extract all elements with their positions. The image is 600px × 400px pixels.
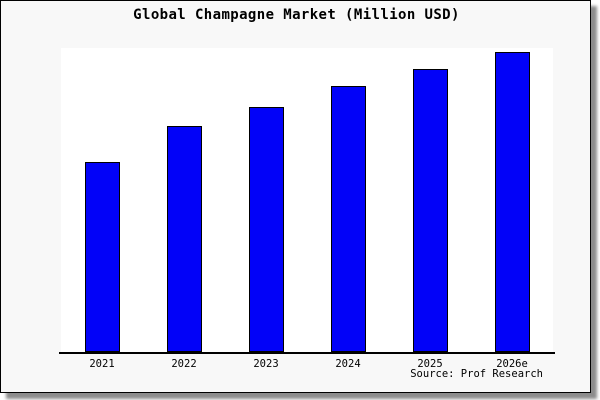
bar-2023 [248, 107, 284, 352]
bar-2022 [166, 126, 202, 352]
x-axis-line [59, 352, 555, 354]
bar-2021 [84, 162, 120, 352]
x-tick-label-2024: 2024 [335, 358, 361, 370]
bar-2026e [494, 52, 530, 352]
chart-title: Global Champagne Market (Million USD) [133, 7, 460, 23]
x-tick-label-2026e: 2026e [496, 358, 528, 370]
plot-area [61, 48, 553, 352]
bar-2025 [412, 69, 448, 352]
source-credit: Source: Prof Research [410, 368, 543, 380]
x-tick-label-2021: 2021 [89, 358, 115, 370]
x-tick-label-2023: 2023 [253, 358, 279, 370]
bar-2024 [330, 86, 366, 352]
x-tick-label-2022: 2022 [171, 358, 197, 370]
x-tick-label-2025: 2025 [417, 358, 443, 370]
chart-frame: Global Champagne Market (Million USD) 20… [0, 0, 591, 393]
